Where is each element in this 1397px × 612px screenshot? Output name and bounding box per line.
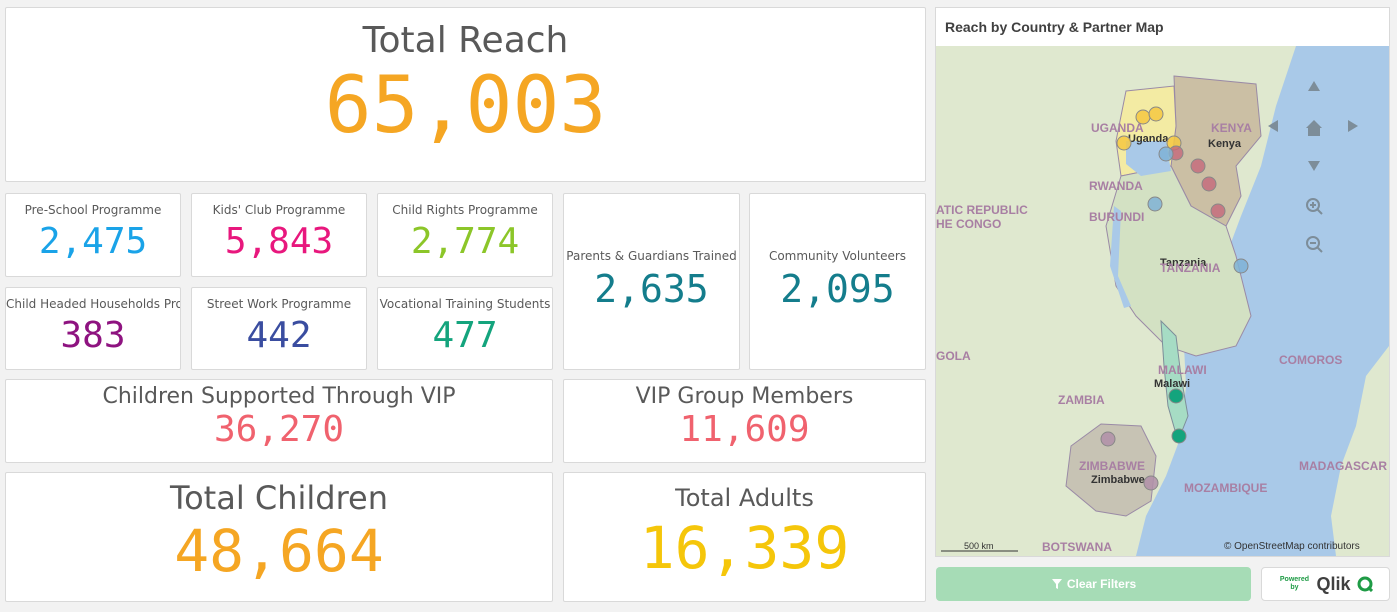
kpi-vip-members[interactable]: VIP Group Members 11,609 [563, 379, 926, 463]
map-point[interactable] [1210, 203, 1226, 219]
label-madagascar: MADAGASCAR [1299, 459, 1387, 473]
map-point[interactable] [1190, 158, 1206, 174]
kpi-total-children[interactable]: Total Children 48,664 [5, 472, 553, 602]
kpi-parents-guardians[interactable]: Parents & Guardians Trained 2,635 [563, 193, 740, 370]
kpi-value: 5,843 [224, 221, 334, 262]
kpi-child-headed-households[interactable]: Child Headed Households Pro... 383 [5, 287, 181, 370]
total-reach-title: Total Reach [362, 20, 569, 61]
map-point[interactable] [1135, 109, 1151, 125]
kpi-value: 36,270 [213, 409, 345, 450]
kpi-value: 2,635 [594, 267, 709, 311]
map-title: Reach by Country & Partner Map [945, 19, 1164, 35]
label-malawi-city: Malawi [1154, 378, 1190, 390]
madagascar-land [1331, 346, 1389, 556]
map-point[interactable] [1233, 258, 1249, 274]
kpi-total-adults[interactable]: Total Adults 16,339 [563, 472, 926, 602]
kpi-title: VIP Group Members [635, 384, 854, 409]
kpi-child-rights[interactable]: Child Rights Programme 2,774 [377, 193, 553, 277]
kpi-title: Child Headed Households Pro... [6, 297, 181, 311]
map-point[interactable] [1116, 135, 1132, 151]
lake-victoria [1126, 141, 1171, 176]
pan-left-icon[interactable] [1268, 120, 1278, 132]
zoom-in-icon[interactable] [1306, 198, 1323, 215]
map-point[interactable] [1171, 428, 1187, 444]
map-point[interactable] [1148, 106, 1164, 122]
kpi-title: Vocational Training Students [379, 297, 551, 311]
kpi-value: 383 [60, 315, 126, 356]
qlik-logo: Qlik [1316, 573, 1351, 594]
label-mozambique: MOZAMBIQUE [1184, 481, 1267, 495]
kpi-title: Children Supported Through VIP [102, 384, 456, 409]
total-reach-value: 65,003 [324, 61, 607, 151]
label-comoros: COMOROS [1279, 353, 1342, 367]
label-kenya-city: Kenya [1208, 138, 1242, 150]
kpi-title: Street Work Programme [206, 297, 352, 311]
qlik-logo-icon [1357, 576, 1373, 592]
kpi-title: Community Volunteers [768, 249, 907, 263]
total-reach-card[interactable]: Total Reach 65,003 [5, 7, 926, 182]
powered-by-label: Powered by [1279, 576, 1310, 591]
label-burundi: BURUNDI [1089, 210, 1144, 224]
label-drc-1: ATIC REPUBLIC [936, 203, 1028, 217]
map-point[interactable] [1147, 196, 1163, 212]
label-angola: GOLA [936, 349, 971, 363]
kpi-vip-children[interactable]: Children Supported Through VIP 36,270 [5, 379, 553, 463]
kpi-value: 2,095 [780, 267, 895, 311]
map-point[interactable] [1100, 431, 1116, 447]
label-malawi: MALAWI [1158, 363, 1207, 377]
map-point[interactable] [1158, 146, 1174, 162]
label-drc-2: HE CONGO [936, 217, 1001, 231]
filter-clear-icon [1051, 579, 1062, 589]
label-uganda: UGANDA [1091, 121, 1144, 135]
map-points[interactable] [1100, 106, 1249, 491]
home-icon[interactable] [1306, 120, 1322, 136]
kpi-vocational-training[interactable]: Vocational Training Students 477 [377, 287, 553, 370]
kpi-title: Child Rights Programme [392, 203, 538, 217]
map-panel[interactable]: Reach by Country & Partner Map UGANDA Ug… [935, 7, 1390, 557]
kpi-community-volunteers[interactable]: Community Volunteers 2,095 [749, 193, 926, 370]
pan-up-icon[interactable] [1308, 81, 1320, 91]
scale-label: 500 km [964, 541, 994, 551]
kpi-title: Parents & Guardians Trained [566, 249, 737, 263]
map-point[interactable] [1168, 388, 1184, 404]
label-zimbabwe-city: Zimbabwe [1091, 474, 1145, 486]
label-tanzania: TANZANIA [1160, 261, 1221, 275]
powered-by-qlik: Powered by Qlik [1261, 567, 1390, 601]
zimbabwe-region [1065, 423, 1157, 517]
kpi-title: Total Adults [675, 484, 814, 512]
kpi-street-work[interactable]: Street Work Programme 442 [191, 287, 367, 370]
label-zimbabwe: ZIMBABWE [1079, 459, 1145, 473]
map-attribution[interactable]: © OpenStreetMap contributors [1224, 541, 1360, 552]
map-canvas[interactable]: UGANDA Uganda KENYA Kenya RWANDA BURUNDI… [936, 46, 1389, 556]
kpi-title: Total Children [169, 479, 389, 517]
clear-filters-button[interactable]: Clear Filters [936, 567, 1251, 601]
kpi-value: 16,339 [639, 514, 850, 582]
lake-tanganyika [1110, 206, 1131, 308]
label-botswana: BOTSWANA [1042, 540, 1112, 554]
clear-filters-label: Clear Filters [1066, 577, 1137, 591]
map-point[interactable] [1201, 176, 1217, 192]
kpi-value: 442 [246, 315, 312, 356]
pan-down-icon[interactable] [1308, 161, 1320, 171]
kpi-title: Kids' Club Programme [212, 203, 346, 217]
malawi-region [1160, 319, 1189, 443]
label-uganda-city: Uganda [1128, 133, 1169, 145]
kpi-value: 477 [432, 315, 498, 356]
kpi-value: 2,475 [38, 221, 148, 262]
label-zambia: ZAMBIA [1058, 393, 1105, 407]
label-rwanda: RWANDA [1089, 179, 1143, 193]
kpi-value: 2,774 [410, 221, 520, 262]
map-point[interactable] [1143, 475, 1159, 491]
kpi-value: 48,664 [174, 517, 384, 585]
pan-right-icon[interactable] [1348, 120, 1358, 132]
zoom-out-icon[interactable] [1306, 236, 1323, 253]
kpi-value: 11,609 [679, 409, 810, 450]
kpi-title: Pre-School Programme [24, 203, 162, 217]
kpi-pre-school[interactable]: Pre-School Programme 2,475 [5, 193, 181, 277]
kpi-kids-club[interactable]: Kids' Club Programme 5,843 [191, 193, 367, 277]
label-tanzania-city: Tanzania [1160, 257, 1207, 269]
label-kenya: KENYA [1211, 121, 1252, 135]
map-svg[interactable]: UGANDA Uganda KENYA Kenya RWANDA BURUNDI… [936, 46, 1389, 556]
